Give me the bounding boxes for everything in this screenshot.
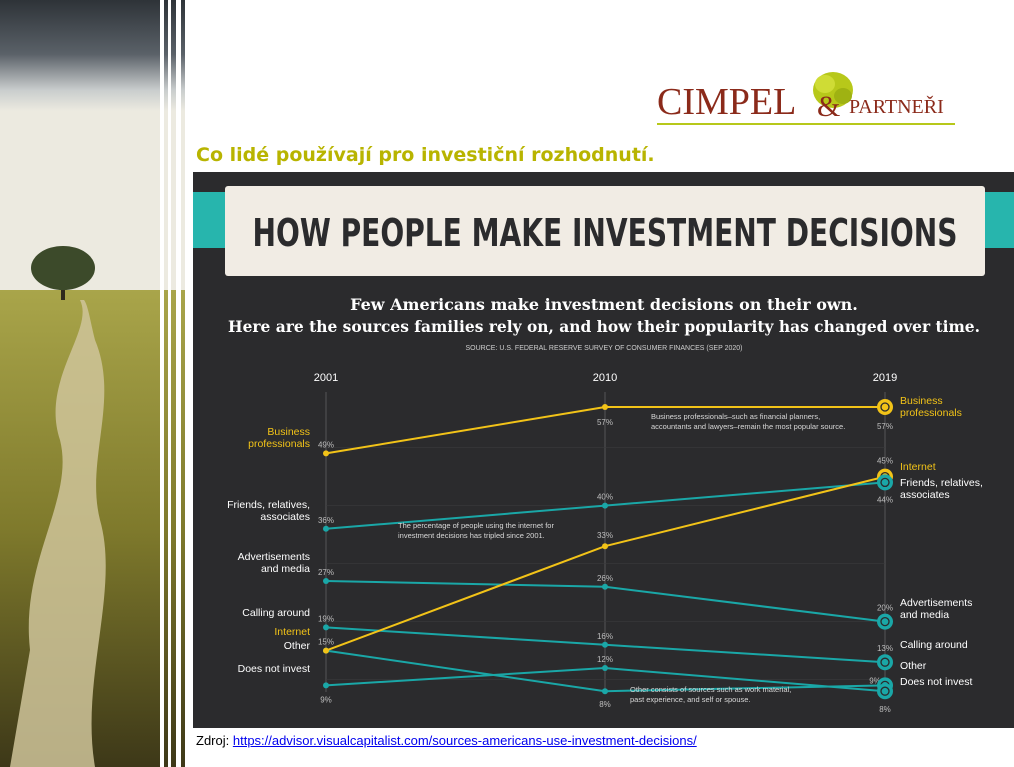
right-label-business: professionals — [900, 407, 962, 419]
landscape-photo — [0, 0, 185, 767]
data-label-advertisements-2010: 26% — [597, 574, 613, 583]
point-friends-2010 — [602, 502, 608, 509]
cross-icon — [877, 683, 893, 700]
point-internet-2010 — [602, 543, 608, 550]
point-internet-2001 — [323, 647, 329, 654]
data-label-not_invest-2019: 8% — [879, 705, 891, 714]
left-label-business: Business — [267, 426, 310, 438]
source-line: Zdroj: https://advisor.visualcapitalist.… — [196, 733, 697, 748]
point-calling-2001 — [323, 624, 329, 631]
right-label-friends: Friends, relatives, — [900, 477, 983, 489]
source-link[interactable]: https://advisor.visualcapitalist.com/sou… — [232, 733, 697, 748]
data-label-friends-2010: 40% — [597, 493, 613, 502]
right-label-calling: Calling around — [900, 639, 968, 651]
data-label-not_invest-2001: 9% — [320, 695, 332, 704]
data-label-internet-2010: 33% — [597, 531, 613, 540]
data-label-friends-2019: 44% — [877, 495, 893, 504]
left-label-business: professionals — [248, 438, 310, 450]
data-label-other-2001: 15% — [318, 638, 334, 647]
point-other-2010 — [602, 688, 608, 695]
data-label-advertisements-2019: 20% — [877, 604, 893, 613]
annotation-3: Other consists of sources such as work m… — [630, 685, 791, 694]
point-not_invest-2001 — [323, 682, 329, 689]
chart-subtitle-1: Few Americans make investment decisions … — [350, 295, 858, 314]
data-label-other-2019: 9% — [869, 676, 881, 685]
chart-subtitle-2: Here are the sources families rely on, a… — [228, 317, 980, 336]
annotation-2: The percentage of people using the inter… — [398, 521, 554, 530]
data-label-calling-2010: 16% — [597, 632, 613, 641]
point-advertisements-2010 — [602, 583, 608, 590]
leaf-icon — [813, 72, 853, 108]
left-label-not_invest: Does not invest — [238, 663, 310, 675]
point-advertisements-2001 — [323, 578, 329, 584]
phone-icon — [877, 654, 893, 671]
people-icon — [877, 474, 893, 491]
left-label-advertisements: and media — [261, 563, 310, 575]
point-business-2001 — [323, 450, 329, 457]
right-label-friends: associates — [900, 489, 950, 501]
annotation-1: Business professionals–such as financial… — [651, 412, 820, 421]
x-tick-label-2019: 2019 — [873, 372, 897, 384]
data-label-advertisements-2001: 27% — [318, 568, 334, 577]
chart-title: HOW PEOPLE MAKE INVESTMENT DECISIONS — [253, 211, 958, 255]
point-not_invest-2010 — [602, 665, 608, 671]
point-friends-2001 — [323, 525, 329, 532]
left-label-internet: Internet — [274, 626, 310, 638]
data-label-friends-2001: 36% — [318, 516, 334, 525]
data-label-business-2019: 57% — [877, 422, 893, 431]
data-label-other-2010: 8% — [599, 700, 611, 709]
chart-source: SOURCE: U.S. FEDERAL RESERVE SURVEY OF C… — [466, 345, 743, 352]
logo-ampersand: & — [817, 90, 840, 123]
right-label-internet: Internet — [900, 461, 936, 473]
annotation-2: investment decisions has tripled since 2… — [398, 531, 545, 540]
data-label-business-2010: 57% — [597, 418, 613, 427]
data-label-business-2001: 49% — [318, 440, 334, 449]
annotation-3: past experience, and self or spouse. — [630, 695, 751, 704]
annotation-1: accountants and lawyers–remain the most … — [651, 422, 845, 431]
title-banner — [225, 186, 985, 276]
x-tick-label-2010: 2010 — [593, 372, 617, 384]
left-label-friends: Friends, relatives, — [227, 499, 310, 511]
point-business-2010 — [602, 404, 608, 410]
page-heading: Co lidé používají pro investiční rozhodn… — [196, 144, 655, 166]
data-label-not_invest-2010: 12% — [597, 655, 613, 664]
megaphone-icon — [877, 613, 893, 630]
data-label-calling-2019: 13% — [877, 644, 893, 653]
right-label-other: Other — [900, 660, 927, 672]
left-label-calling: Calling around — [242, 607, 310, 619]
right-label-business: Business — [900, 395, 943, 407]
person-icon — [877, 399, 893, 415]
left-label-other: Other — [284, 640, 311, 652]
logo-main: CIMPEL — [657, 81, 796, 123]
right-label-not_invest: Does not invest — [900, 676, 972, 688]
infographic: HOW PEOPLE MAKE INVESTMENT DECISIONS Few… — [193, 172, 1014, 728]
data-label-calling-2001: 19% — [318, 614, 334, 623]
x-tick-label-2001: 2001 — [314, 372, 338, 384]
logo-secondary: PARTNEŘI — [849, 95, 944, 118]
data-label-internet-2019: 45% — [877, 457, 893, 466]
tree-icon — [31, 246, 95, 300]
source-prefix: Zdroj: — [196, 733, 230, 748]
right-label-advertisements: and media — [900, 609, 949, 621]
left-label-advertisements: Advertisements — [238, 551, 310, 563]
company-logo: CIMPEL & PARTNEŘI — [657, 72, 955, 125]
point-calling-2010 — [602, 641, 608, 648]
left-label-friends: associates — [260, 511, 310, 523]
right-label-advertisements: Advertisements — [900, 597, 972, 609]
